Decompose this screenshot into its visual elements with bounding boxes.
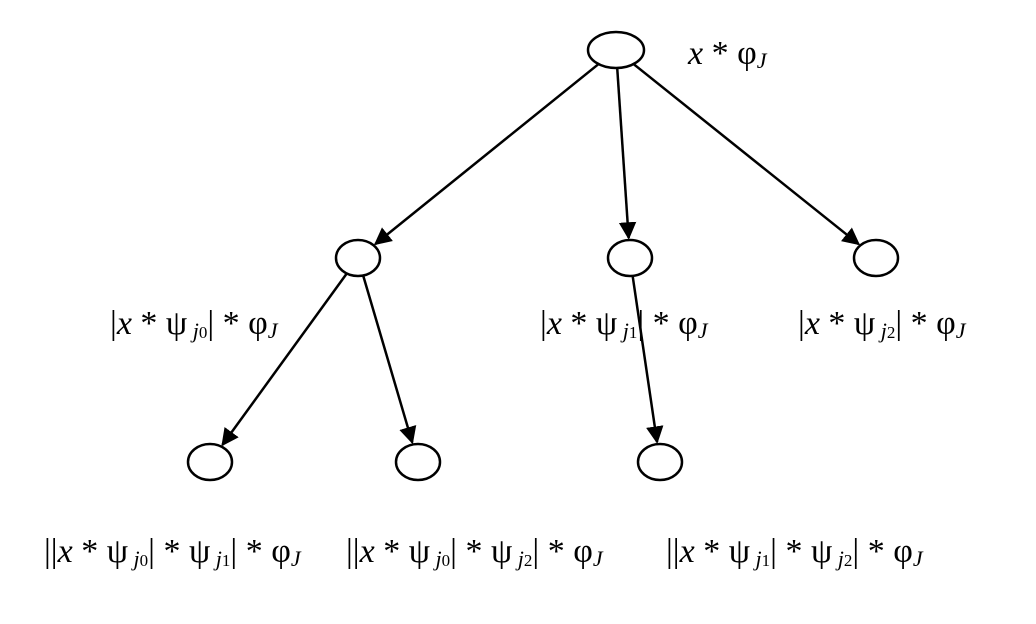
tree-node	[588, 32, 644, 68]
tree-edge	[633, 276, 657, 442]
node-label: ||x * ψ j1| * ψ j2| * φJ	[666, 533, 924, 571]
edges-layer	[222, 64, 858, 445]
tree-node	[336, 240, 380, 276]
node-label: x * φJ	[687, 35, 768, 73]
node-label: ||x * ψ j0| * ψ j1| * φJ	[44, 533, 302, 571]
tree-node	[854, 240, 898, 276]
tree-node	[638, 444, 682, 480]
node-label: |x * ψ j1| * φJ	[540, 305, 709, 343]
tree-edge	[363, 276, 412, 443]
tree-edge	[375, 64, 598, 244]
nodes-layer	[188, 32, 898, 480]
node-label: |x * ψ j2| * φJ	[798, 305, 967, 343]
node-label: ||x * ψ j0| * ψ j2| * φJ	[346, 533, 604, 571]
tree-node	[608, 240, 652, 276]
scattering-tree-diagram: x * φJ |x * ψ j0| * φJ |x * ψ j1| * φJ |x *…	[0, 0, 1036, 624]
tree-edge	[634, 64, 859, 244]
labels-layer: x * φJ |x * ψ j0| * φJ |x * ψ j1| * φJ |x *…	[44, 35, 967, 571]
node-label: |x * ψ j0| * φJ	[110, 305, 279, 343]
tree-node	[188, 444, 232, 480]
tree-node	[396, 444, 440, 480]
tree-edge	[617, 68, 628, 238]
tree-edge	[222, 273, 346, 444]
